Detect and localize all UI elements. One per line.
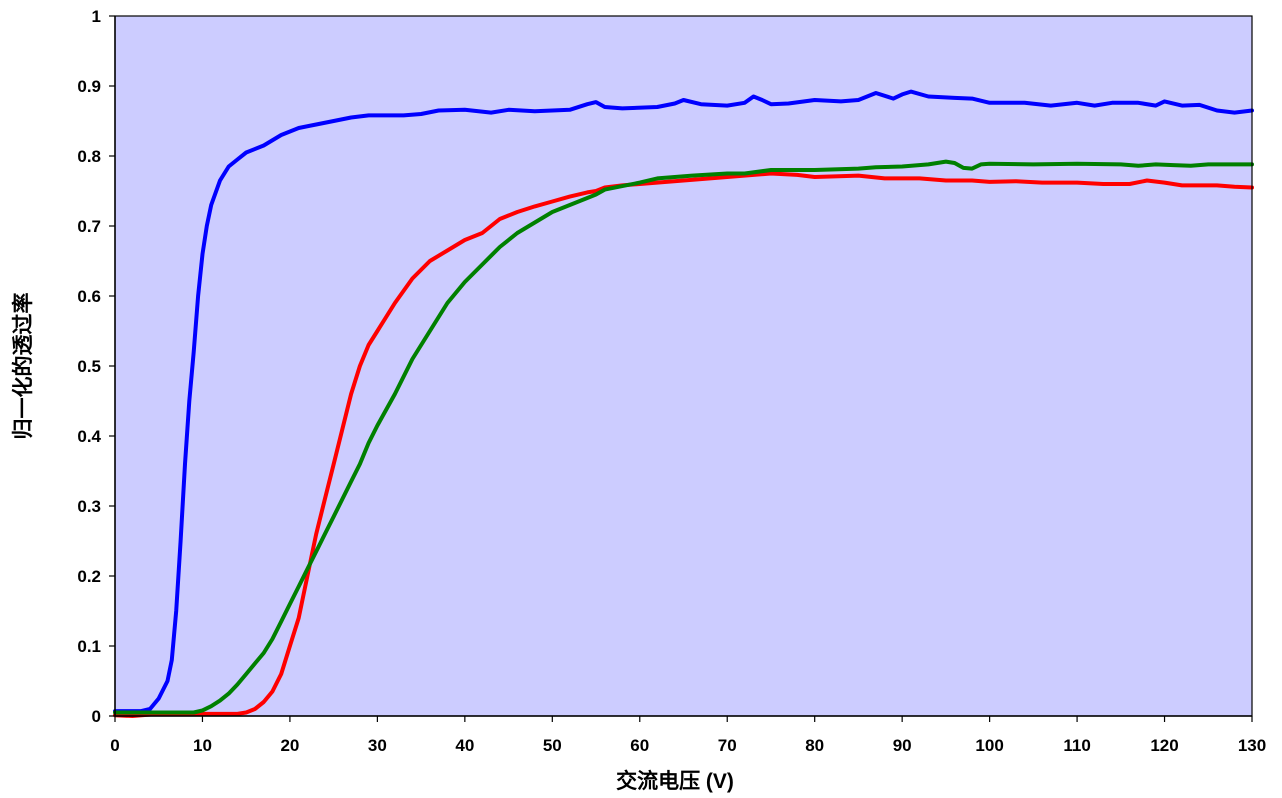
y-tick-label: 0.1 <box>77 637 101 656</box>
y-tick-label: 1 <box>92 7 101 26</box>
series-line-3 <box>113 159 1254 715</box>
y-tick-label: 0.6 <box>77 287 101 306</box>
y-tick-label: 0.8 <box>77 147 101 166</box>
x-tick-label: 40 <box>455 736 474 755</box>
y-tick-label: 0.4 <box>77 427 101 446</box>
x-tick-label: 100 <box>975 736 1003 755</box>
x-tick-label: 80 <box>805 736 824 755</box>
y-tick-label: 0.3 <box>77 497 101 516</box>
x-tick-label: 90 <box>893 736 912 755</box>
x-tick-label: 30 <box>368 736 387 755</box>
y-tick-label: 0.9 <box>77 77 101 96</box>
x-axis-title: 交流电压 (V) <box>616 769 734 793</box>
y-axis-title: 归一化的透过率 <box>11 293 35 440</box>
y-tick-label: 0 <box>92 707 101 726</box>
y-tick-label: 0.2 <box>77 567 101 586</box>
y-tick-label: 0.7 <box>77 217 101 236</box>
x-tick-label: 120 <box>1150 736 1178 755</box>
y-tick-label: 0.5 <box>77 357 101 376</box>
tick-layer: 0 10 20 30 40 50 60 70 80 90 100 110 120 130 0 0.1 0.2 0.… <box>77 7 1266 755</box>
x-tick-label: 0 <box>110 736 119 755</box>
series-line-1 <box>113 89 1254 714</box>
x-tick-label: 110 <box>1063 736 1090 755</box>
x-tick-label: 70 <box>718 736 737 755</box>
x-tick-label: 50 <box>543 736 562 755</box>
x-tick-label: 10 <box>193 736 212 755</box>
x-tick-label: 60 <box>630 736 649 755</box>
series-layer <box>113 89 1254 718</box>
x-tick-label: 130 <box>1238 736 1266 755</box>
series-line-2 <box>113 171 1254 718</box>
x-tick-label: 20 <box>280 736 299 755</box>
